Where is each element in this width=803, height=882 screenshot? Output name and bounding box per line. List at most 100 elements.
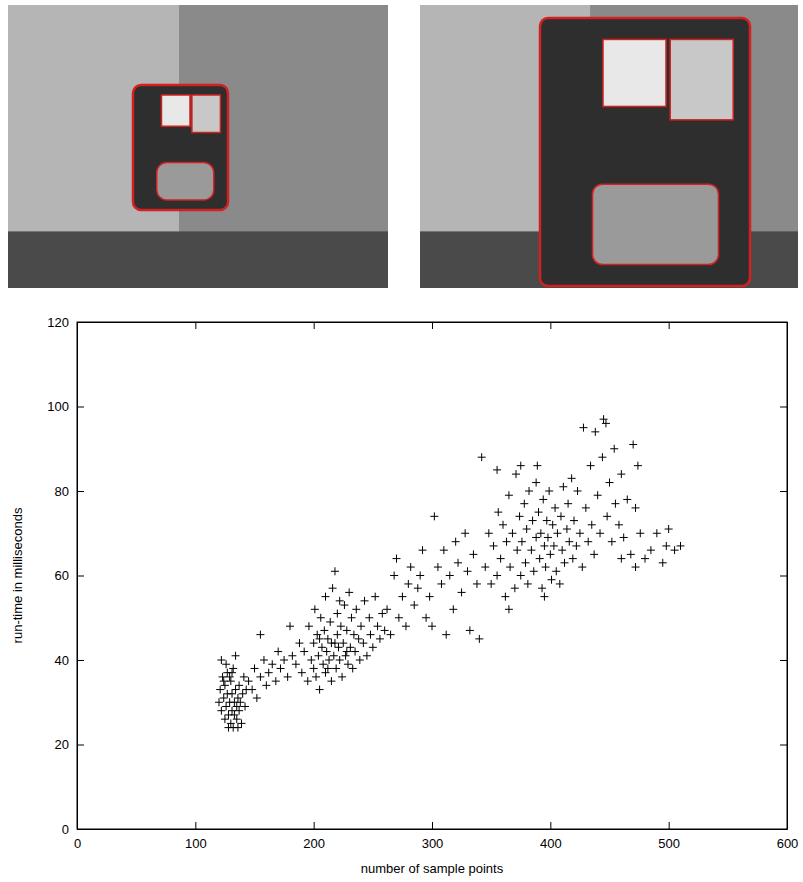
point	[677, 542, 685, 550]
point	[410, 601, 418, 609]
point	[594, 491, 602, 499]
point	[381, 626, 389, 634]
point	[551, 504, 559, 512]
point	[262, 681, 270, 689]
y-axis: 020406080100120	[47, 315, 84, 837]
point	[521, 559, 529, 567]
point	[215, 698, 223, 706]
point	[333, 631, 341, 639]
point	[235, 681, 243, 689]
point	[576, 529, 584, 537]
point	[485, 529, 493, 537]
tick-label: 0	[74, 836, 81, 851]
point	[516, 512, 524, 520]
figure: 0100200300400500600020406080100120number…	[0, 0, 803, 882]
point	[558, 546, 566, 554]
tick: 20	[55, 737, 84, 752]
point	[532, 533, 540, 541]
point	[324, 664, 332, 672]
tick: 400	[540, 822, 562, 851]
point	[323, 648, 331, 656]
tick	[314, 322, 315, 329]
tick-mark	[195, 822, 196, 829]
point	[359, 639, 367, 647]
point	[253, 694, 261, 702]
point	[343, 648, 351, 656]
point	[550, 542, 558, 550]
point	[319, 660, 327, 668]
point	[219, 673, 227, 681]
point	[422, 614, 430, 622]
tick-mark	[780, 745, 787, 746]
point	[627, 550, 635, 558]
point	[584, 538, 592, 546]
point	[234, 724, 242, 732]
point	[518, 538, 526, 546]
tick	[780, 576, 787, 577]
point	[369, 643, 377, 651]
photo-detail	[603, 39, 666, 106]
point	[653, 529, 661, 537]
point	[542, 563, 550, 571]
point	[366, 631, 374, 639]
point	[217, 656, 225, 664]
tick: 100	[47, 399, 84, 414]
x-axis-title: number of sample points	[361, 861, 504, 876]
point	[355, 635, 363, 643]
point	[493, 466, 501, 474]
point	[330, 652, 338, 660]
point	[331, 639, 339, 647]
tick: 500	[658, 822, 680, 851]
point	[481, 563, 489, 571]
tick-mark	[550, 822, 551, 829]
point	[536, 555, 544, 563]
point	[419, 546, 427, 554]
point	[530, 567, 538, 575]
point	[603, 512, 611, 520]
point	[490, 542, 498, 550]
point	[329, 584, 337, 592]
point	[623, 495, 631, 503]
photo-detail	[192, 95, 221, 133]
point	[564, 500, 572, 508]
point	[310, 639, 318, 647]
point	[235, 707, 243, 715]
point	[227, 677, 235, 685]
y-axis-mirror	[780, 323, 788, 830]
point	[620, 533, 628, 541]
point	[272, 677, 280, 685]
point	[339, 639, 347, 647]
point	[228, 690, 236, 698]
photo	[8, 5, 388, 288]
tick-mark	[780, 491, 787, 492]
point	[493, 572, 501, 580]
point	[320, 626, 328, 634]
point	[494, 508, 502, 516]
tick-label: 100	[185, 836, 207, 851]
point	[537, 529, 545, 537]
point	[461, 529, 469, 537]
point	[288, 652, 296, 660]
point	[345, 588, 353, 596]
point	[641, 555, 649, 563]
tick-label: 400	[540, 836, 562, 851]
tick	[432, 322, 433, 329]
point	[307, 656, 315, 664]
tick	[669, 322, 670, 329]
point	[568, 474, 576, 482]
point	[312, 673, 320, 681]
point	[222, 702, 230, 710]
point	[310, 664, 318, 672]
photo-object	[540, 18, 750, 286]
point	[478, 453, 486, 461]
point	[390, 572, 398, 580]
point	[529, 517, 537, 525]
point	[499, 521, 507, 529]
photo-background	[420, 5, 798, 288]
point	[356, 656, 364, 664]
photo-floor	[8, 231, 388, 288]
point	[671, 546, 679, 554]
point	[349, 664, 357, 672]
point	[545, 487, 553, 495]
point	[629, 441, 637, 449]
